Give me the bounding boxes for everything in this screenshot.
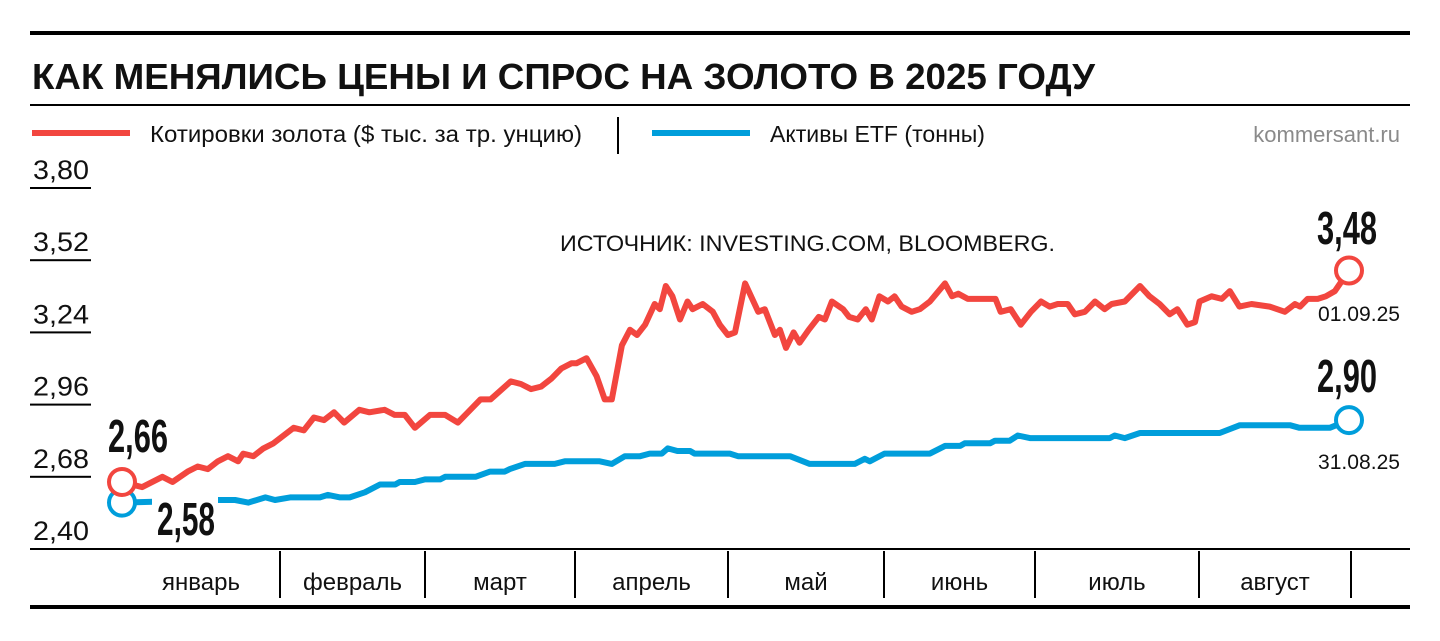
month-label: май bbox=[784, 569, 827, 596]
month-label: июль bbox=[1088, 569, 1145, 596]
month-separator bbox=[1350, 551, 1352, 598]
etf-end-marker bbox=[1334, 405, 1364, 436]
month-label: апрель bbox=[612, 569, 691, 596]
legend: Котировки золота ($ тыс. за тр. унцию) А… bbox=[32, 117, 1400, 154]
legend-etf-swatch bbox=[652, 130, 750, 136]
y-tick-label: 3,80 bbox=[33, 155, 89, 185]
month-separator bbox=[574, 551, 576, 598]
y-tick-line bbox=[30, 187, 91, 189]
etf-start-label: 2,58 bbox=[157, 493, 215, 545]
month-label: июнь bbox=[931, 569, 988, 596]
gold-start-marker bbox=[107, 466, 137, 497]
month-label: август bbox=[1240, 569, 1310, 596]
y-axis: 3,80 3,52 3,24 2,96 2,68 2,40 bbox=[30, 155, 91, 546]
bottom-rule bbox=[30, 605, 1410, 609]
y-tick-line bbox=[30, 331, 91, 334]
legend-gold-label: Котировки золота ($ тыс. за тр. унцию) bbox=[150, 121, 582, 147]
legend-gold-swatch bbox=[32, 130, 130, 136]
y-tick-line bbox=[30, 475, 91, 478]
y-tick-line bbox=[30, 403, 91, 406]
gold-start-label: 2,66 bbox=[108, 410, 168, 462]
x-axis-months: январь февраль март апрель май июнь июль август bbox=[162, 551, 1352, 598]
etf-end-label: 2,90 bbox=[1317, 350, 1377, 402]
source-note: ИСТОЧНИК: INVESTING.COM, BLOOMBERG. bbox=[560, 231, 1055, 256]
chart-title: КАК МЕНЯЛИСЬ ЦЕНЫ И СПРОС НА ЗОЛОТО В 20… bbox=[32, 56, 1096, 97]
month-separator bbox=[883, 551, 885, 598]
month-separator bbox=[1198, 551, 1200, 598]
etf-end-date: 31.08.25 bbox=[1318, 451, 1400, 474]
top-rule bbox=[30, 31, 1410, 35]
gold-end-marker bbox=[1334, 255, 1364, 286]
y-tick-label: 2,96 bbox=[33, 372, 89, 402]
x-axis-line bbox=[30, 548, 1410, 550]
title-rule bbox=[30, 104, 1410, 106]
month-separator bbox=[1034, 551, 1036, 598]
gold-line bbox=[119, 267, 1352, 491]
month-label: январь bbox=[162, 569, 240, 596]
gold-end-date: 01.09.25 bbox=[1318, 303, 1400, 326]
y-tick-label: 3,52 bbox=[33, 227, 89, 257]
month-separator bbox=[727, 551, 729, 598]
label-bg bbox=[152, 497, 218, 541]
y-tick-label: 2,40 bbox=[33, 516, 89, 546]
month-separator bbox=[279, 551, 281, 598]
month-label: март bbox=[473, 569, 527, 596]
y-tick-line bbox=[30, 259, 91, 262]
legend-etf-label: Активы ETF (тонны) bbox=[770, 121, 985, 147]
month-separator bbox=[424, 551, 426, 598]
gold-end-label: 3,48 bbox=[1317, 202, 1377, 254]
month-label: февраль bbox=[303, 569, 402, 596]
site-credit: kommersant.ru bbox=[1253, 122, 1400, 147]
legend-divider bbox=[617, 117, 619, 154]
y-tick-label: 3,24 bbox=[33, 299, 89, 329]
y-tick-label: 2,68 bbox=[33, 444, 89, 474]
series-lines bbox=[107, 255, 1364, 518]
etf-line bbox=[119, 417, 1352, 506]
